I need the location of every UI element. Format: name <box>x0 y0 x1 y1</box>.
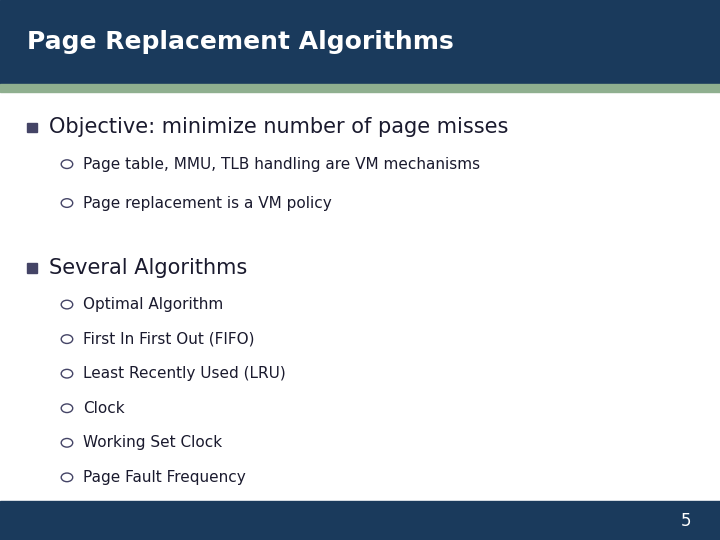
Text: Working Set Clock: Working Set Clock <box>83 435 222 450</box>
Text: Least Recently Used (LRU): Least Recently Used (LRU) <box>83 366 286 381</box>
Text: Page replacement is a VM policy: Page replacement is a VM policy <box>83 195 331 211</box>
Text: Page Fault Frequency: Page Fault Frequency <box>83 470 246 485</box>
Bar <box>0 501 720 540</box>
Bar <box>27 263 37 273</box>
Circle shape <box>61 335 73 343</box>
Circle shape <box>61 473 73 482</box>
Text: Objective: minimize number of page misses: Objective: minimize number of page misse… <box>49 117 508 138</box>
Text: Page Replacement Algorithms: Page Replacement Algorithms <box>27 30 454 54</box>
Circle shape <box>61 160 73 168</box>
Circle shape <box>61 199 73 207</box>
Text: Page table, MMU, TLB handling are VM mechanisms: Page table, MMU, TLB handling are VM mec… <box>83 157 480 172</box>
Bar <box>0 84 720 92</box>
Bar <box>0 92 720 501</box>
Circle shape <box>61 369 73 378</box>
Bar <box>0 0 720 84</box>
Text: 5: 5 <box>680 511 691 530</box>
Bar <box>27 123 37 132</box>
Text: First In First Out (FIFO): First In First Out (FIFO) <box>83 332 254 347</box>
Text: Optimal Algorithm: Optimal Algorithm <box>83 297 223 312</box>
Circle shape <box>61 300 73 309</box>
Circle shape <box>61 438 73 447</box>
Text: Clock: Clock <box>83 401 125 416</box>
Text: Several Algorithms: Several Algorithms <box>49 258 247 278</box>
Circle shape <box>61 404 73 413</box>
